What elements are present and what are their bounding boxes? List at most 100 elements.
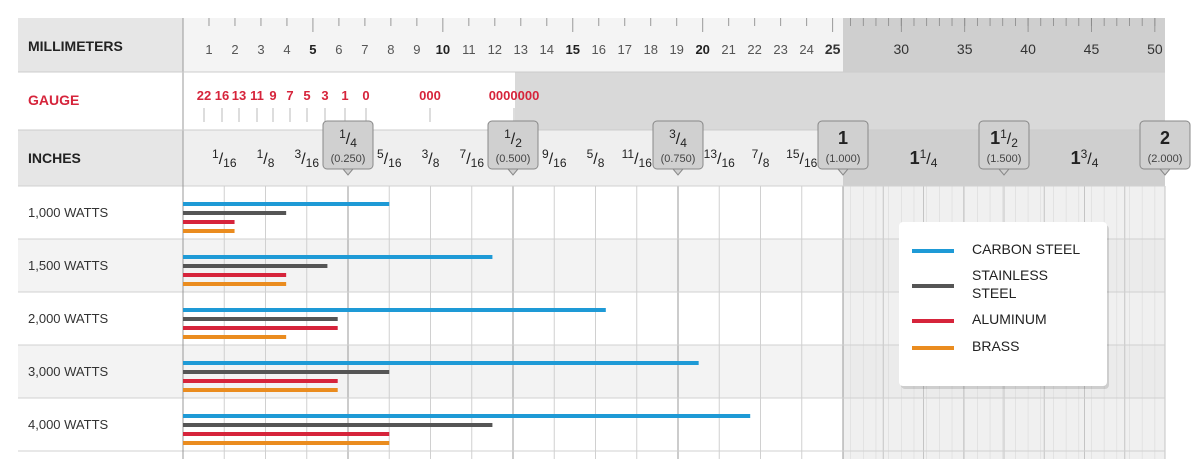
- legend-swatch: [912, 346, 954, 350]
- inch-fraction-label: 7/8: [752, 147, 770, 170]
- bar-stainless-steel: [183, 211, 287, 215]
- mm-tick-label: 4: [283, 42, 290, 57]
- inch-fraction-label: 11/4: [910, 147, 938, 170]
- legend-label: STAINLESS: [972, 267, 1048, 283]
- gauge-tick-label: 16: [215, 88, 229, 103]
- bar-stainless-steel: [183, 264, 328, 268]
- inch-decimal-label: (0.750): [661, 153, 696, 165]
- gauge-tick-label: 7: [286, 88, 293, 103]
- inch-fraction-label: 13/16: [704, 147, 735, 170]
- bar-stainless-steel: [183, 423, 493, 427]
- legend-label: ALUMINUM: [972, 311, 1047, 327]
- mm-tick-label: 22: [747, 42, 761, 57]
- gauge-tick-label: 13: [232, 88, 246, 103]
- inch-decimal-label: (0.250): [331, 153, 366, 165]
- mm-tick-label: 13: [514, 42, 528, 57]
- mm-tick-label: 12: [488, 42, 502, 57]
- legend-swatch: [912, 319, 954, 323]
- inch-callout-pointer: [506, 168, 520, 176]
- inch-fraction-label: 11/16: [622, 147, 653, 170]
- inch-fraction-label: 1/2: [504, 127, 522, 150]
- row-label: 1,000 WATTS: [28, 205, 109, 220]
- legend-swatch: [912, 284, 954, 288]
- gauge-tick-label: 9: [269, 88, 276, 103]
- mm-tick-label: 35: [957, 41, 973, 57]
- gauge-tick-label: 1: [341, 88, 348, 103]
- mm-tick-label: 10: [436, 42, 450, 57]
- mm-tick-label: 15: [566, 42, 580, 57]
- tick-layer: 1 2 3 4 5 6 7 8 9 10 11 12 13 14 15 16 17 18 19 20 21 22 23 24 2…: [197, 18, 1191, 176]
- inch-fraction-label: 3/16: [295, 147, 320, 170]
- gauge-tick-label: 22: [197, 88, 211, 103]
- mm-tick-label: 3: [257, 42, 264, 57]
- legend-swatch: [912, 249, 954, 253]
- inch-fraction-label: 5/16: [377, 147, 402, 170]
- bar-aluminum: [183, 379, 338, 383]
- mm-tick-label: 18: [643, 42, 657, 57]
- mm-tick-label: 20: [695, 42, 709, 57]
- bar-brass: [183, 229, 235, 233]
- inch-fraction-label: 15/16: [786, 147, 817, 170]
- inch-fraction-label: 13/4: [1071, 147, 1099, 170]
- legend-label: CARBON STEEL: [972, 241, 1080, 257]
- bar-carbon-steel: [183, 202, 390, 206]
- mm-tick-label: 40: [1020, 41, 1036, 57]
- mm-tick-label: 2: [231, 42, 238, 57]
- mm-tick-label: 24: [799, 42, 813, 57]
- mm-scale-bg-extended: [843, 18, 1165, 72]
- gauge-gray-bg: [515, 72, 1165, 130]
- bar-aluminum: [183, 432, 390, 436]
- mm-tick-label: 50: [1147, 41, 1163, 57]
- gauge-tick-label: 0000000: [489, 88, 540, 103]
- inch-callout-pointer: [1158, 168, 1172, 176]
- bar-brass: [183, 335, 287, 339]
- inch-fraction-label: 3/8: [422, 147, 440, 170]
- row-label: 3,000 WATTS: [28, 364, 109, 379]
- bar-stainless-steel: [183, 370, 390, 374]
- row-label: 2,000 WATTS: [28, 311, 109, 326]
- legend-box: [899, 222, 1107, 386]
- inch-callout-pointer: [671, 168, 685, 176]
- inch-fraction-label: 3/4: [669, 127, 687, 150]
- inch-callout-pointer: [341, 168, 355, 176]
- bar-brass: [183, 388, 338, 392]
- bar-aluminum: [183, 273, 287, 277]
- bar-carbon-steel: [183, 414, 751, 418]
- bars-layer: 1,000 WATTS 1,500 WATTS 2,000 WATTS 3,000 W…: [28, 202, 751, 445]
- mm-tick-label: 19: [669, 42, 683, 57]
- inch-decimal-label: (2.000): [1148, 153, 1183, 165]
- mm-tick-label: 21: [721, 42, 735, 57]
- mm-tick-label: 23: [773, 42, 787, 57]
- mm-tick-label: 9: [413, 42, 420, 57]
- legend-label: STEEL: [972, 285, 1017, 301]
- bar-brass: [183, 441, 390, 445]
- inch-fraction-label: 7/16: [460, 147, 485, 170]
- mm-tick-label: 14: [540, 42, 554, 57]
- gauge-tick-label: 5: [303, 88, 310, 103]
- gauge-tick-label: 0: [362, 88, 369, 103]
- mm-tick-label: 30: [894, 41, 910, 57]
- gauge-header: GAUGE: [28, 92, 79, 108]
- row-label: 4,000 WATTS: [28, 417, 109, 432]
- inch-fraction-label: 2: [1160, 128, 1170, 148]
- inches-header: INCHES: [28, 150, 81, 166]
- inch-fraction-label: 1/8: [257, 147, 275, 170]
- gauge-tick-label: 000: [419, 88, 441, 103]
- inch-callout-pointer: [997, 168, 1011, 176]
- inch-fraction-label: 9/16: [542, 147, 567, 170]
- mm-tick-label: 16: [592, 42, 606, 57]
- mm-tick-label: 25: [825, 41, 841, 57]
- mm-label-cell: [18, 18, 183, 72]
- bar-stainless-steel: [183, 317, 338, 321]
- mm-tick-label: 8: [387, 42, 394, 57]
- gauge-tick-label: 3: [321, 88, 328, 103]
- millimeters-header: MILLIMETERS: [28, 38, 123, 54]
- inch-fraction-label: 5/8: [587, 147, 605, 170]
- mm-scale-bg: [183, 18, 843, 72]
- inch-fraction-label: 11/2: [990, 127, 1018, 150]
- inch-callout-pointer: [836, 168, 850, 176]
- legend-label: BRASS: [972, 338, 1019, 354]
- bar-brass: [183, 282, 287, 286]
- bar-aluminum: [183, 326, 338, 330]
